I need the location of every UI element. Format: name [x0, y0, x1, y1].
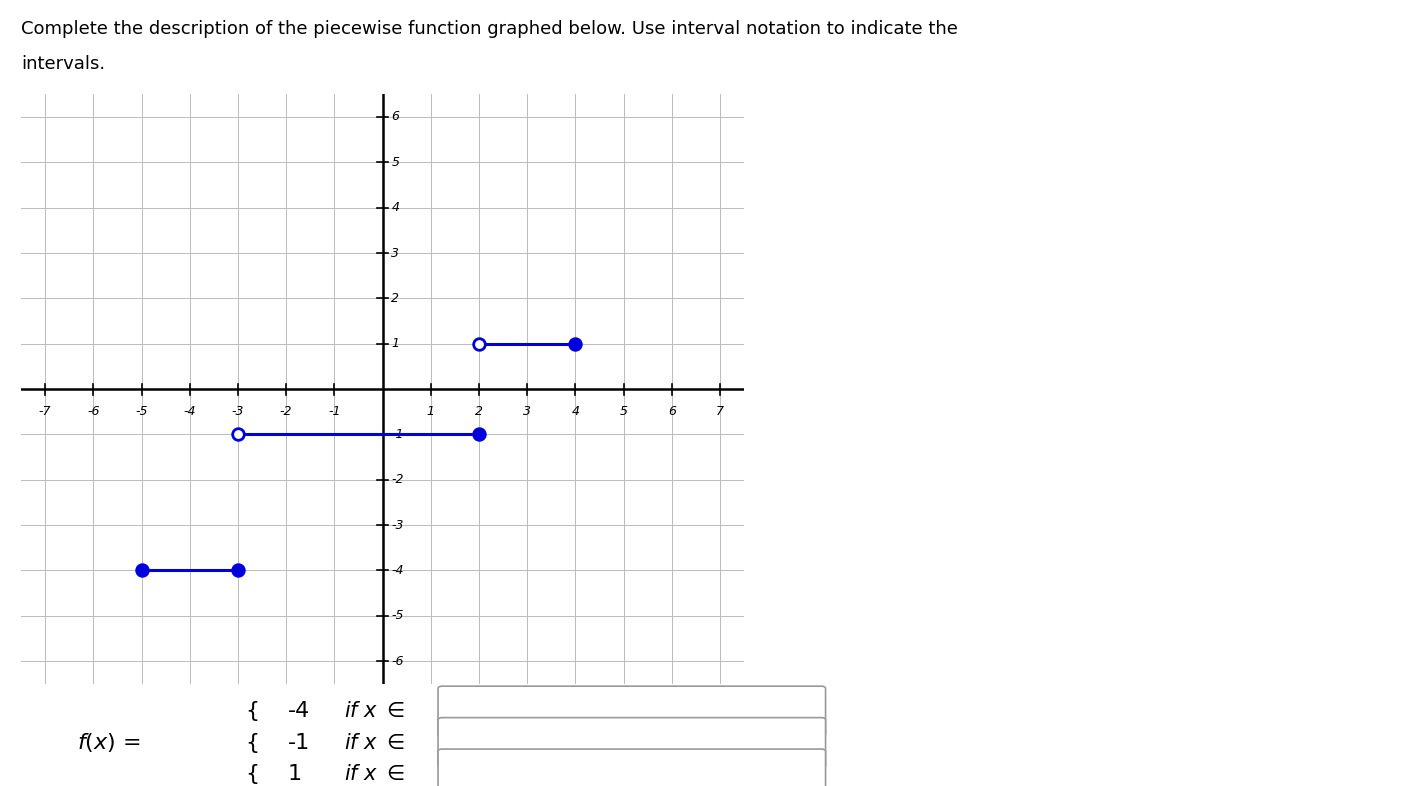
Text: {: {: [246, 733, 260, 753]
Text: -2: -2: [279, 405, 292, 418]
Text: 1: 1: [392, 337, 399, 351]
Text: -7: -7: [39, 405, 52, 418]
Text: -1: -1: [288, 733, 310, 753]
Text: 2: 2: [475, 405, 483, 418]
Text: 3: 3: [524, 405, 531, 418]
Text: -4: -4: [288, 701, 310, 722]
Text: 3: 3: [392, 247, 399, 259]
Point: [227, 564, 250, 577]
Text: if $x$ $\in$: if $x$ $\in$: [344, 764, 406, 784]
Point: [468, 428, 490, 441]
Text: 4: 4: [571, 405, 580, 418]
Text: {: {: [246, 701, 260, 722]
Text: -5: -5: [135, 405, 147, 418]
Point: [564, 337, 587, 350]
Text: 1: 1: [288, 764, 302, 784]
Text: -1: -1: [392, 428, 404, 441]
Text: intervals.: intervals.: [21, 55, 105, 73]
Text: -3: -3: [392, 519, 404, 531]
Point: [468, 337, 490, 350]
Point: [131, 564, 153, 577]
Text: $f(x)$ =: $f(x)$ =: [77, 731, 140, 755]
Text: 6: 6: [668, 405, 675, 418]
Text: -4: -4: [392, 564, 404, 577]
Text: 2: 2: [392, 292, 399, 305]
Text: -6: -6: [87, 405, 100, 418]
Text: -2: -2: [392, 473, 404, 487]
Text: if $x$ $\in$: if $x$ $\in$: [344, 733, 406, 753]
Text: {: {: [246, 764, 260, 784]
Text: -4: -4: [184, 405, 197, 418]
Text: -5: -5: [392, 609, 404, 623]
Text: -6: -6: [392, 655, 404, 667]
Text: 6: 6: [392, 111, 399, 123]
Text: -1: -1: [329, 405, 341, 418]
Text: 1: 1: [427, 405, 435, 418]
Text: -3: -3: [232, 405, 244, 418]
Text: Complete the description of the piecewise function graphed below. Use interval n: Complete the description of the piecewis…: [21, 20, 958, 38]
Text: if $x$ $\in$: if $x$ $\in$: [344, 701, 406, 722]
Text: 5: 5: [619, 405, 628, 418]
Point: [227, 428, 250, 441]
Text: 4: 4: [392, 201, 399, 215]
Text: 5: 5: [392, 156, 399, 169]
Text: 7: 7: [716, 405, 724, 418]
